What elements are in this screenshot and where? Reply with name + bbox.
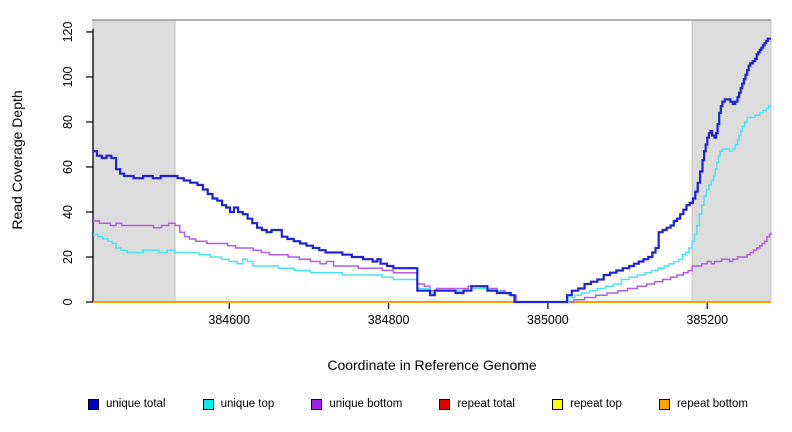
legend-label: unique total: [106, 398, 166, 410]
legend-item-repeat-top: repeat top: [552, 398, 622, 410]
shaded-region: [691, 19, 772, 303]
y-tick-label: 60: [61, 160, 75, 174]
y-tick-label: 80: [61, 114, 75, 129]
y-tick-label: 20: [61, 250, 75, 264]
legend-swatch: [88, 398, 99, 410]
legend-swatch: [439, 398, 451, 410]
y-axis-title: Read Coverage Depth: [9, 90, 25, 230]
legend-item-unique-total: unique total: [88, 398, 165, 410]
series-line-unique-total: [93, 37, 771, 304]
legend-swatch: [658, 398, 670, 410]
series-line-unique-top: [93, 105, 771, 303]
x-tick-label: 385200: [686, 313, 729, 327]
legend-label: repeat total: [457, 398, 515, 410]
legend-label: unique top: [220, 398, 275, 410]
legend: unique total unique top unique bottom repea…: [88, 395, 748, 413]
x-tick-label: 385000: [527, 313, 569, 327]
x-tick-label: 384600: [208, 313, 251, 327]
y-tick-label: 120: [61, 21, 75, 43]
legend-swatch: [552, 398, 564, 410]
legend-item-unique-top: unique top: [202, 398, 275, 410]
y-tick-label: 100: [61, 66, 75, 88]
x-tick-label: 384800: [367, 313, 410, 327]
shaded-region: [92, 19, 176, 303]
legend-label: repeat top: [570, 398, 622, 410]
legend-label: unique bottom: [329, 398, 403, 410]
legend-item-repeat-bottom: repeat bottom: [658, 398, 748, 410]
x-axis-title: Coordinate in Reference Genome: [327, 357, 537, 373]
y-tick-label: 0: [61, 298, 75, 306]
y-tick-label: 40: [61, 205, 75, 219]
legend-swatch: [311, 398, 323, 410]
legend-item-repeat-total: repeat total: [439, 398, 515, 410]
legend-swatch: [202, 398, 214, 410]
legend-label: repeat bottom: [676, 398, 748, 410]
series-line-unique-bottom: [93, 220, 772, 303]
legend-item-unique-bottom: unique bottom: [311, 398, 402, 410]
